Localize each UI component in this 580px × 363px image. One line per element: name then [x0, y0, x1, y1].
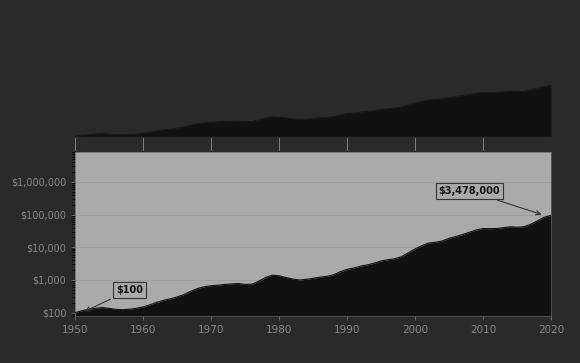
- Text: $3,478,000: $3,478,000: [438, 186, 541, 215]
- Text: $100: $100: [86, 285, 143, 311]
